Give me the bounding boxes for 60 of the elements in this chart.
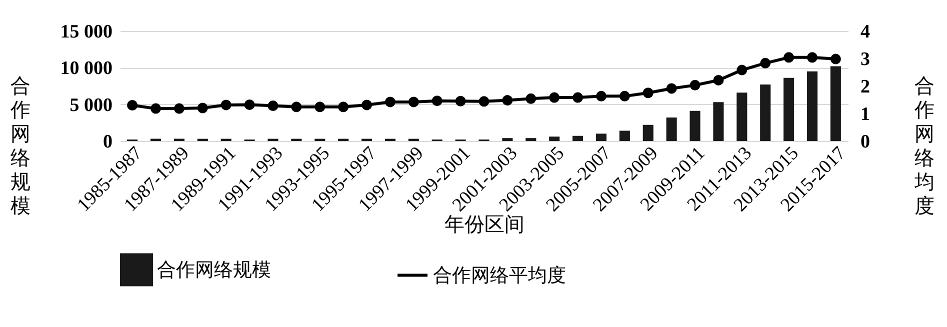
point bbox=[526, 93, 536, 104]
point bbox=[596, 90, 606, 102]
point bbox=[619, 90, 630, 102]
y-tick-label: 0 bbox=[103, 132, 112, 152]
point bbox=[244, 99, 255, 110]
x-axis-title: 年份区间 bbox=[444, 214, 524, 236]
bar bbox=[549, 136, 560, 141]
point bbox=[362, 100, 372, 110]
bar bbox=[619, 130, 630, 141]
point bbox=[830, 54, 841, 64]
y2-tick-label: 3 bbox=[860, 49, 870, 70]
bar bbox=[572, 136, 584, 141]
bar bbox=[502, 138, 513, 141]
y-tick-label: 10 000 bbox=[60, 58, 112, 80]
point bbox=[807, 52, 818, 63]
point bbox=[666, 83, 677, 94]
point bbox=[502, 95, 513, 106]
point bbox=[784, 52, 794, 63]
y-tick-label: 15 000 bbox=[60, 22, 112, 42]
point bbox=[432, 96, 442, 106]
y-axis-title: 合作网络规模 bbox=[10, 76, 30, 218]
bar bbox=[666, 118, 677, 141]
point bbox=[268, 100, 278, 112]
point bbox=[220, 100, 232, 110]
point bbox=[760, 58, 771, 68]
point bbox=[642, 88, 654, 98]
point bbox=[338, 102, 349, 112]
y2-tick-label: 2 bbox=[860, 76, 870, 98]
bar bbox=[596, 134, 607, 141]
point bbox=[150, 103, 161, 114]
point bbox=[174, 103, 184, 114]
legend-label: 合作网络平均度 bbox=[433, 264, 566, 286]
legend-label: 合作网络规模 bbox=[157, 260, 271, 281]
point bbox=[478, 96, 490, 107]
point bbox=[572, 92, 584, 103]
bar bbox=[806, 71, 818, 141]
point bbox=[713, 74, 724, 86]
y2-axis-title: 合作网络均度 bbox=[914, 76, 934, 218]
bar bbox=[830, 66, 841, 141]
point bbox=[690, 80, 700, 90]
bar bbox=[784, 78, 794, 141]
y2-tick-label: 0 bbox=[860, 132, 870, 152]
y2-tick-label: 4 bbox=[860, 22, 870, 42]
point bbox=[384, 96, 396, 108]
point bbox=[291, 102, 302, 112]
bar bbox=[642, 124, 654, 141]
bar bbox=[736, 92, 748, 141]
y2-tick-label: 1 bbox=[860, 104, 870, 125]
point bbox=[127, 100, 138, 110]
point bbox=[314, 102, 326, 112]
point bbox=[549, 92, 560, 103]
bar bbox=[526, 138, 536, 141]
point bbox=[197, 102, 208, 114]
bar bbox=[760, 84, 771, 141]
bar bbox=[690, 110, 700, 141]
y-tick-label: 5 000 bbox=[70, 94, 112, 116]
point bbox=[408, 96, 419, 108]
point bbox=[736, 64, 748, 76]
bar bbox=[713, 102, 724, 141]
point bbox=[455, 96, 466, 106]
